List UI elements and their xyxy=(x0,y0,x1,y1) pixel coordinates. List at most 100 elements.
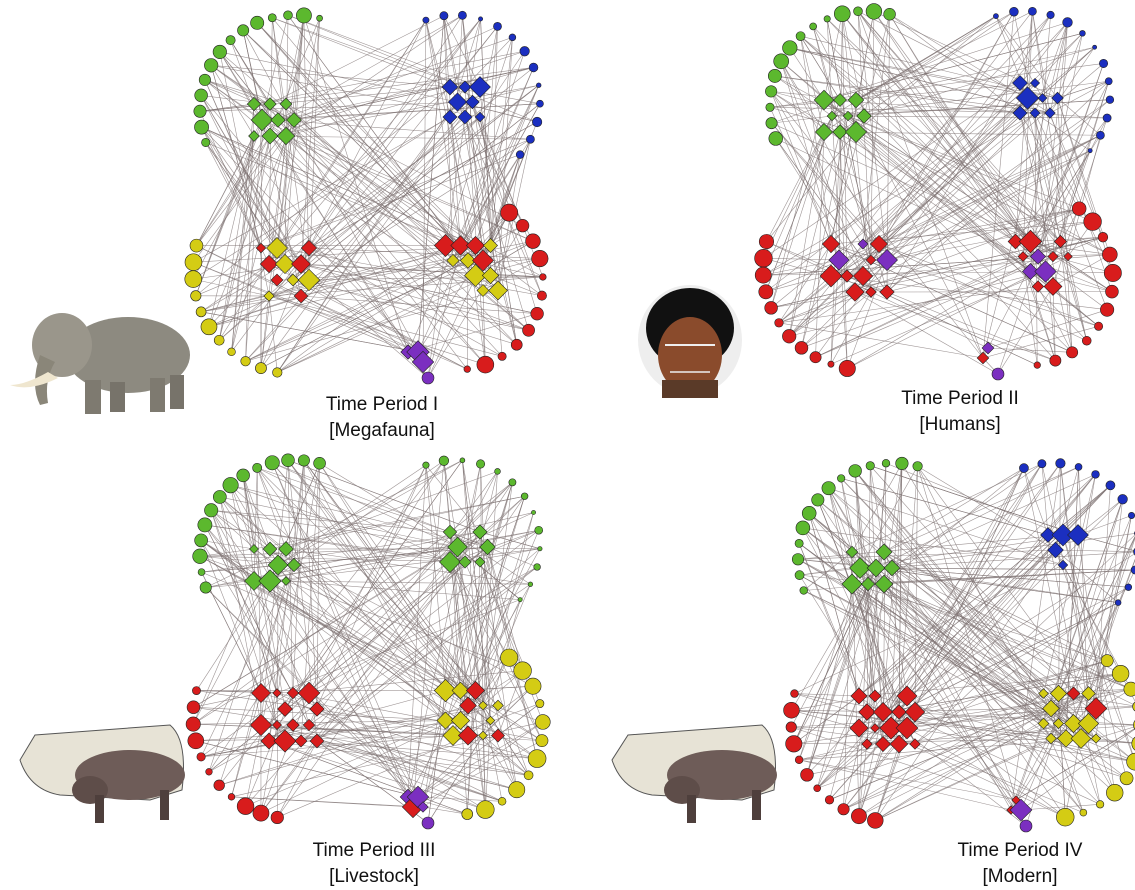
node xyxy=(524,771,533,780)
node xyxy=(839,360,855,376)
node xyxy=(185,254,202,271)
node xyxy=(784,702,800,718)
node xyxy=(1009,7,1018,16)
node xyxy=(228,348,236,356)
node xyxy=(282,454,295,467)
node xyxy=(255,363,266,374)
node xyxy=(755,249,773,267)
node xyxy=(783,41,798,56)
node xyxy=(1125,584,1132,591)
node xyxy=(520,46,530,56)
node xyxy=(423,462,429,468)
panel-title: Time Period II xyxy=(901,388,1019,409)
edge xyxy=(220,52,446,246)
edge xyxy=(816,257,1053,358)
edge xyxy=(779,323,983,358)
edge xyxy=(269,296,277,372)
edge xyxy=(196,136,270,246)
edge xyxy=(232,693,261,797)
edge xyxy=(272,463,457,547)
node xyxy=(477,801,495,819)
edge xyxy=(802,116,848,348)
node xyxy=(532,117,542,127)
diamond-node xyxy=(458,110,472,124)
edge xyxy=(799,568,860,760)
node xyxy=(187,701,200,714)
diamond-node xyxy=(473,525,487,539)
edge xyxy=(285,461,444,709)
node xyxy=(1128,512,1134,518)
edge xyxy=(794,694,859,696)
node xyxy=(851,809,866,824)
node xyxy=(213,490,226,503)
edge xyxy=(277,532,480,817)
edge xyxy=(293,460,304,693)
node xyxy=(191,291,201,301)
edges xyxy=(763,11,1113,374)
node xyxy=(536,100,543,107)
node xyxy=(1088,149,1092,153)
diamond-node xyxy=(846,283,864,301)
node xyxy=(241,356,251,366)
node xyxy=(795,539,803,547)
node xyxy=(1104,264,1121,281)
node xyxy=(188,733,204,749)
node xyxy=(525,678,541,694)
edge xyxy=(839,11,1032,260)
node xyxy=(1105,78,1112,85)
node xyxy=(185,271,202,288)
diamond-node xyxy=(1030,78,1039,87)
diamond-node xyxy=(1045,108,1055,118)
node xyxy=(1094,322,1102,330)
node xyxy=(186,717,200,731)
node xyxy=(537,291,546,300)
node xyxy=(993,14,998,19)
edge xyxy=(802,292,871,348)
network-panel xyxy=(784,457,1135,832)
node xyxy=(196,307,206,317)
node xyxy=(801,768,814,781)
edge xyxy=(864,116,1110,255)
node xyxy=(796,32,805,41)
node xyxy=(190,239,203,252)
node xyxy=(214,780,225,791)
node xyxy=(766,103,774,111)
node xyxy=(992,368,1004,380)
edge xyxy=(799,760,1016,800)
node xyxy=(206,768,213,775)
node xyxy=(265,456,279,470)
edge xyxy=(1058,33,1083,98)
node xyxy=(535,526,543,534)
node xyxy=(498,352,506,360)
node xyxy=(464,366,471,373)
node xyxy=(201,319,217,335)
edges xyxy=(193,15,543,378)
edge xyxy=(301,296,467,369)
node xyxy=(509,34,516,41)
edge xyxy=(209,693,261,772)
node xyxy=(476,460,484,468)
node xyxy=(526,135,534,143)
node xyxy=(782,329,796,343)
edge xyxy=(781,61,879,244)
node xyxy=(792,554,804,566)
node xyxy=(882,459,890,467)
panel-subtitle: [Humans] xyxy=(919,414,1000,435)
edge xyxy=(231,485,277,725)
node xyxy=(834,6,850,22)
node xyxy=(253,463,262,472)
edge xyxy=(269,741,485,810)
panel-subtitle: [Modern] xyxy=(983,866,1058,887)
edge xyxy=(856,12,1014,100)
diamond-node xyxy=(489,281,508,300)
node xyxy=(759,285,773,299)
edge xyxy=(428,246,461,379)
node xyxy=(518,598,522,602)
node xyxy=(837,475,845,483)
node xyxy=(1106,285,1119,298)
node xyxy=(765,301,778,314)
node xyxy=(810,352,821,363)
node xyxy=(202,138,210,146)
diamond-node xyxy=(1052,92,1064,104)
node xyxy=(253,805,269,821)
